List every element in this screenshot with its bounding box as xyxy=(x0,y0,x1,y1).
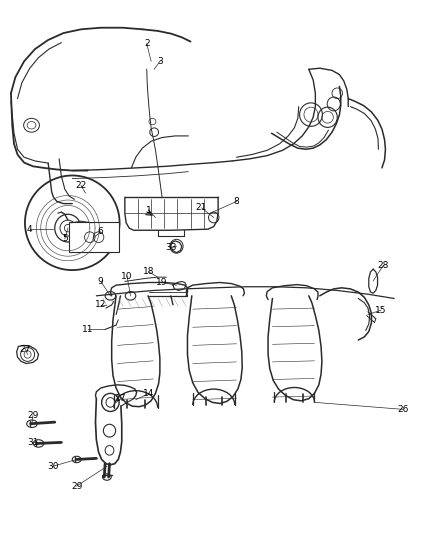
Text: 22: 22 xyxy=(75,181,87,190)
Text: 18: 18 xyxy=(143,268,155,276)
Text: 4: 4 xyxy=(27,225,32,233)
Text: 21: 21 xyxy=(196,204,207,212)
Text: 6: 6 xyxy=(98,228,104,236)
Text: 15: 15 xyxy=(375,306,387,314)
Text: 3: 3 xyxy=(157,57,163,66)
Text: 19: 19 xyxy=(156,278,168,287)
Bar xyxy=(69,222,119,252)
Text: 33: 33 xyxy=(165,244,177,252)
Text: 28: 28 xyxy=(378,261,389,270)
Text: 12: 12 xyxy=(95,301,106,309)
Text: 11: 11 xyxy=(82,325,93,334)
Text: 26: 26 xyxy=(397,405,409,414)
Text: 9: 9 xyxy=(98,277,104,286)
Text: 5: 5 xyxy=(62,235,68,243)
Text: 1: 1 xyxy=(146,206,152,215)
Text: 10: 10 xyxy=(121,272,133,280)
Text: 17: 17 xyxy=(115,394,126,403)
Text: 2: 2 xyxy=(144,39,149,48)
Text: 14: 14 xyxy=(143,389,155,398)
Text: 30: 30 xyxy=(47,462,58,471)
Text: 29: 29 xyxy=(27,411,39,420)
Text: 8: 8 xyxy=(233,197,240,206)
Text: 27: 27 xyxy=(20,345,31,353)
Text: 29: 29 xyxy=(71,482,82,490)
Text: 31: 31 xyxy=(27,438,39,447)
